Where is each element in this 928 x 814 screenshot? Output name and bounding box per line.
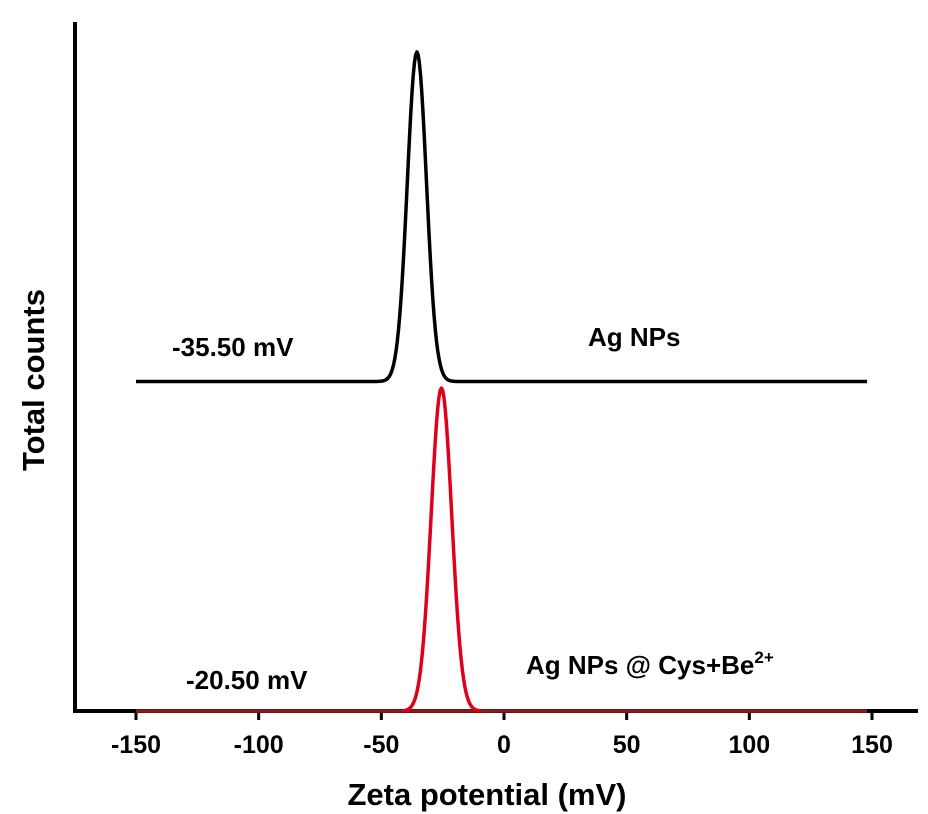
x-tick-label-1: -100 <box>234 731 284 759</box>
x-tick-label-0: -150 <box>111 731 161 759</box>
x-tick-label-4: 50 <box>613 731 641 759</box>
series-label-ag-nps-cys-be-superscript: 2+ <box>754 648 773 667</box>
x-axis-title: Zeta potential (mV) <box>347 777 626 812</box>
series-ag-nps-line <box>135 50 868 384</box>
x-tick-label-6: 150 <box>851 731 893 759</box>
x-tick-label-5: 100 <box>728 731 770 759</box>
annotation-ag-nps-zeta: -35.50 mV <box>172 332 294 362</box>
annotation-ag-nps-cys-be-zeta: -20.50 mV <box>186 665 308 695</box>
x-tick-label-3: 0 <box>497 731 511 759</box>
series-label-ag-nps-cys-be-main: Ag NPs @ Cys+Be <box>526 650 754 680</box>
x-tick-labels: -150 -100 -50 0 50 100 150 <box>111 731 893 759</box>
y-axis-title: Total counts <box>16 289 51 471</box>
series-label-ag-nps: Ag NPs <box>588 322 680 352</box>
series-ag-nps-cys-be-line <box>401 386 482 713</box>
series-label-ag-nps-cys-be: Ag NPs @ Cys+Be2+ <box>526 648 774 680</box>
x-tick-label-2: -50 <box>363 731 399 759</box>
